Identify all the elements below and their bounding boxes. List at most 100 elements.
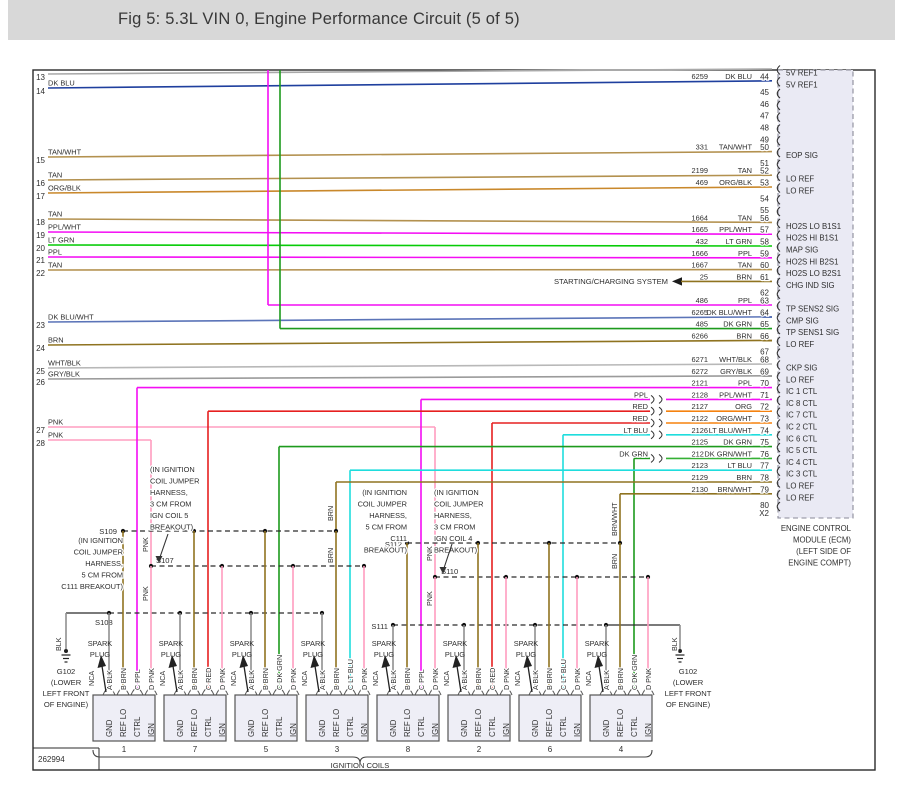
coil-connector	[305, 694, 369, 742]
coil-connector	[447, 694, 511, 742]
coil-number: 1	[122, 745, 127, 754]
wire-18	[47, 218, 773, 224]
coil-pin-label: B BRN	[474, 668, 483, 690]
pin-clip-icon	[776, 218, 781, 229]
circuit-number: 6272	[692, 367, 708, 376]
wire-color-label: PPL	[738, 379, 752, 388]
coil-connector	[163, 694, 227, 742]
coil-terminal-label: IGN	[573, 723, 582, 737]
pin-number: 52	[760, 167, 769, 176]
splice-color-label: RED	[632, 402, 648, 411]
ground-caption: OF ENGINE)	[44, 700, 89, 709]
spark-plug-label: PLUG	[161, 650, 181, 659]
coil-terminal-label: GND	[247, 719, 256, 737]
nca-label: NCA	[584, 671, 593, 686]
coil-number: 4	[619, 745, 624, 754]
wire-number-left: 22	[36, 269, 45, 278]
coil-terminal-label: IGN	[360, 723, 369, 737]
coil-terminal-label: REF LO	[261, 709, 270, 737]
pin-clip-icon	[776, 301, 781, 311]
splice-arc-icon	[658, 430, 663, 440]
wire-26	[47, 374, 773, 380]
coil-pin-label: A BLK	[531, 670, 540, 690]
wire-color-label: PPL/WHT	[719, 225, 752, 234]
coil-pin-label: D PNK	[573, 668, 582, 690]
circuit-number: 2129	[692, 473, 708, 482]
pin-tent-icon	[258, 687, 272, 696]
pin-tent-icon	[102, 687, 116, 696]
pin-clip-icon	[776, 265, 781, 276]
coil-pin-label: B BRN	[545, 668, 554, 690]
wire-color-label: LT BLU	[728, 461, 752, 470]
wire-number-left: 20	[36, 244, 45, 253]
coil-number: 7	[193, 745, 198, 754]
pin-clip-icon	[776, 407, 781, 418]
pin-tent-icon	[130, 687, 144, 696]
nca-label: NCA	[513, 671, 522, 686]
wire-number-left: 24	[36, 344, 45, 353]
splice-arc-icon	[658, 394, 663, 404]
spark-arrow-icon	[239, 655, 248, 668]
note-arrow-icon	[439, 567, 447, 574]
splice-label-S109: S109	[99, 527, 117, 536]
coil-terminal-label: REF LO	[332, 709, 341, 737]
spark-plug-lead	[172, 665, 178, 693]
nca-label: NCA	[87, 671, 96, 686]
pin-number: 70	[760, 379, 769, 388]
note-arrow	[158, 533, 169, 561]
pin-number: 47	[760, 112, 769, 121]
pin-clip-icon	[776, 88, 781, 99]
harness-note: HARNESS,	[85, 559, 123, 568]
pin-number: 62	[760, 289, 769, 298]
circuit-number: 25	[700, 272, 708, 281]
pin-number: 67	[760, 348, 769, 357]
pin-clip-icon	[776, 194, 781, 205]
wire-color-label: LT GRN	[48, 236, 74, 245]
splice-arc-icon	[650, 430, 655, 440]
rotated-color-label: BRN	[610, 554, 619, 569]
rotated-color-label: PNK	[425, 546, 434, 561]
pin-number: 65	[760, 320, 769, 329]
coil-pin-label: A BLK	[602, 670, 611, 690]
pin-signal-label: LO REF	[786, 175, 814, 184]
spark-arrow-icon	[594, 655, 603, 668]
wire-25	[47, 363, 773, 369]
pin-clip-icon	[776, 466, 781, 477]
coil-number: 5	[264, 745, 269, 754]
circuit-number: 2199	[692, 166, 708, 175]
pin-tent-icon	[613, 687, 627, 696]
pin-clip-icon	[776, 489, 781, 500]
coil-terminal-label: CTRL	[559, 716, 568, 737]
coil-terminal-label: REF LO	[545, 709, 554, 737]
pin-tent-icon	[187, 687, 201, 696]
rotated-color-label: BRN/WHT	[610, 502, 619, 536]
coil-terminal-label: IGN	[431, 723, 440, 737]
pin-clip-icon	[776, 65, 781, 75]
circuit-number: 331	[696, 143, 708, 152]
circuit-number: 1664	[692, 213, 708, 222]
harness-note: 5 CM FROM	[366, 523, 407, 532]
coil-terminal-label: GND	[389, 719, 398, 737]
wire-color-label: WHT/BLK	[48, 359, 81, 368]
coil-pin-label: B BRN	[119, 668, 128, 690]
coil-terminal-label: CTRL	[630, 716, 639, 737]
ground-caption: LEFT FRONT	[43, 689, 90, 698]
wire-16	[47, 174, 773, 181]
wire-13	[47, 68, 773, 75]
pin-number: 66	[760, 332, 769, 341]
diagram-frame	[32, 69, 876, 771]
spark-arrow-icon	[310, 655, 319, 668]
wire-14	[47, 80, 773, 89]
splice-color-label: PPL	[634, 390, 648, 399]
wire-color-label: GRY/BLK	[720, 367, 752, 376]
splice-color-label: DK GRN	[619, 449, 648, 458]
pin-number: 48	[760, 124, 769, 133]
wire-color-label: BRN	[736, 473, 752, 482]
pin-tent-icon	[414, 687, 428, 696]
pin-tent-icon	[386, 687, 400, 696]
pin-number: 76	[760, 450, 769, 459]
pin-clip-icon	[776, 360, 781, 370]
spark-plug-lead	[243, 665, 249, 693]
pin-clip-icon	[776, 171, 781, 182]
harness-note: C111	[390, 534, 407, 543]
